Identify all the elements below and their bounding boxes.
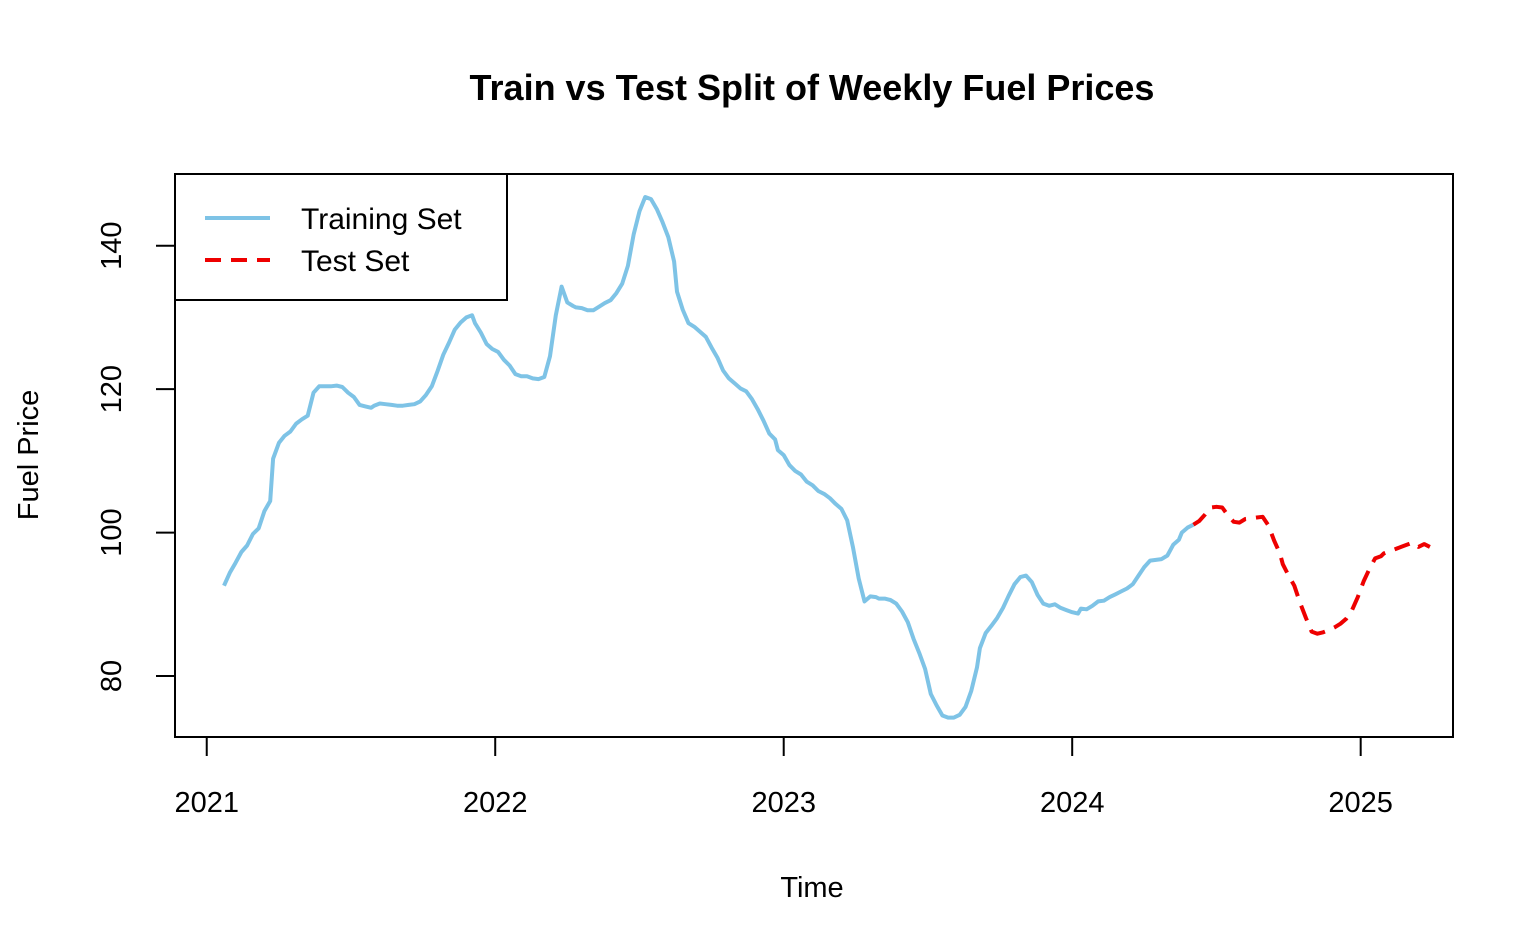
x-axis-label: Time [780, 872, 843, 904]
series-line-test [1192, 504, 1431, 636]
y-tick-label: 100 [96, 508, 128, 556]
legend-label-training: Training Set [301, 203, 462, 236]
x-tick-label: 2025 [1328, 787, 1393, 819]
y-tick-label: 140 [96, 222, 128, 270]
y-tick-label: 80 [96, 660, 128, 692]
chart-title: Train vs Test Split of Weekly Fuel Price… [470, 67, 1155, 108]
y-axis-label: Fuel Price [13, 390, 45, 521]
series-line-training [222, 195, 1195, 720]
x-tick-label: 2024 [1040, 787, 1105, 819]
x-axis: 2021 2022 2023 2024 2025 [174, 736, 1393, 819]
x-tick-label: 2022 [463, 787, 528, 819]
legend: Training Set Test Set [174, 173, 508, 301]
y-tick-label: 120 [96, 365, 128, 413]
legend-label-test: Test Set [301, 245, 410, 278]
x-tick-label: 2023 [751, 787, 816, 819]
plot-area [222, 195, 1431, 720]
x-tick-label: 2021 [174, 787, 239, 819]
legend-box [174, 173, 508, 301]
y-axis: 80 100 120 140 [96, 222, 176, 692]
